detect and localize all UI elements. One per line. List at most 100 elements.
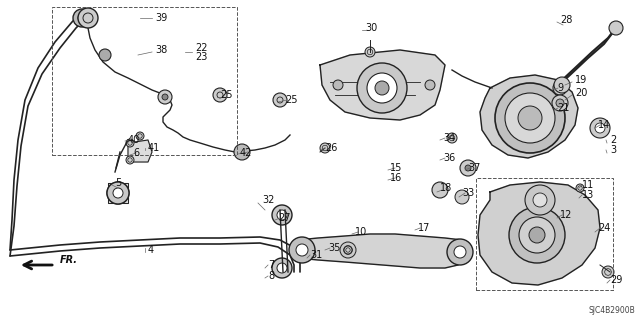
Circle shape: [320, 143, 330, 153]
Circle shape: [107, 182, 129, 204]
Circle shape: [136, 132, 144, 140]
Text: 35: 35: [328, 243, 340, 253]
Circle shape: [234, 144, 250, 160]
Text: 12: 12: [560, 210, 572, 220]
Text: 32: 32: [262, 195, 275, 205]
Text: 27: 27: [278, 213, 291, 223]
Circle shape: [277, 210, 287, 220]
Circle shape: [333, 80, 343, 90]
Circle shape: [107, 182, 129, 204]
Text: 22: 22: [195, 43, 207, 53]
Circle shape: [454, 246, 466, 258]
Circle shape: [609, 21, 623, 35]
Circle shape: [158, 90, 172, 104]
Bar: [476, 178, 613, 290]
Circle shape: [554, 77, 570, 93]
Text: 25: 25: [220, 90, 232, 100]
Text: 40: 40: [128, 135, 140, 145]
Circle shape: [126, 156, 134, 164]
Circle shape: [595, 123, 605, 133]
Circle shape: [509, 207, 565, 263]
Circle shape: [162, 94, 168, 100]
Text: 15: 15: [390, 163, 403, 173]
Text: 2: 2: [610, 135, 616, 145]
Circle shape: [447, 133, 457, 143]
Text: 21: 21: [557, 103, 570, 113]
Text: 24: 24: [598, 223, 611, 233]
Circle shape: [460, 160, 476, 176]
Circle shape: [465, 165, 471, 171]
Text: 5: 5: [115, 178, 121, 188]
Circle shape: [213, 88, 227, 102]
Text: 33: 33: [462, 188, 474, 198]
Circle shape: [518, 106, 542, 130]
Bar: [52, 7, 237, 155]
Circle shape: [367, 73, 397, 103]
Text: 4: 4: [148, 245, 154, 255]
Circle shape: [533, 193, 547, 207]
Circle shape: [126, 139, 134, 147]
Text: 13: 13: [582, 190, 595, 200]
Circle shape: [455, 190, 469, 204]
Circle shape: [590, 118, 610, 138]
Circle shape: [113, 188, 123, 198]
Circle shape: [447, 239, 473, 265]
Text: 29: 29: [610, 275, 622, 285]
Circle shape: [529, 227, 545, 243]
Text: 6: 6: [133, 148, 139, 158]
Text: 26: 26: [325, 143, 337, 153]
Circle shape: [525, 185, 555, 215]
Circle shape: [344, 246, 352, 254]
Circle shape: [495, 83, 565, 153]
Circle shape: [289, 237, 315, 263]
Text: 30: 30: [365, 23, 377, 33]
Text: 34: 34: [443, 133, 455, 143]
Text: 28: 28: [560, 15, 572, 25]
Text: 39: 39: [155, 13, 167, 23]
Circle shape: [357, 63, 407, 113]
Polygon shape: [478, 182, 600, 285]
Circle shape: [365, 47, 375, 57]
Circle shape: [340, 242, 356, 258]
Text: FR.: FR.: [60, 255, 78, 265]
Text: 16: 16: [390, 173, 403, 183]
Text: 42: 42: [240, 148, 252, 158]
Polygon shape: [480, 75, 578, 158]
Circle shape: [432, 182, 448, 198]
Circle shape: [553, 81, 567, 95]
Circle shape: [425, 80, 435, 90]
Text: 8: 8: [268, 271, 274, 281]
Circle shape: [375, 81, 389, 95]
Circle shape: [272, 205, 292, 225]
Circle shape: [78, 14, 86, 22]
Circle shape: [78, 8, 98, 28]
Polygon shape: [320, 50, 445, 120]
Text: 36: 36: [443, 153, 455, 163]
Text: 23: 23: [195, 52, 207, 62]
Text: 10: 10: [355, 227, 367, 237]
Circle shape: [99, 49, 111, 61]
Circle shape: [552, 95, 568, 111]
Text: 9: 9: [557, 83, 563, 93]
Text: 38: 38: [155, 45, 167, 55]
Circle shape: [277, 263, 287, 273]
Text: 41: 41: [148, 143, 160, 153]
Text: 17: 17: [418, 223, 430, 233]
Text: 3: 3: [610, 145, 616, 155]
Polygon shape: [128, 140, 152, 162]
Circle shape: [272, 258, 292, 278]
Circle shape: [296, 244, 308, 256]
Polygon shape: [108, 183, 128, 203]
Text: 20: 20: [575, 88, 588, 98]
Circle shape: [505, 93, 555, 143]
Polygon shape: [292, 234, 468, 268]
Text: SJC4B2900B: SJC4B2900B: [588, 306, 635, 315]
Text: 11: 11: [582, 180, 595, 190]
Text: 31: 31: [310, 250, 323, 260]
Circle shape: [73, 9, 91, 27]
Circle shape: [519, 217, 555, 253]
Text: 18: 18: [440, 183, 452, 193]
Circle shape: [602, 266, 614, 278]
Text: 19: 19: [575, 75, 588, 85]
Text: 14: 14: [598, 120, 611, 130]
